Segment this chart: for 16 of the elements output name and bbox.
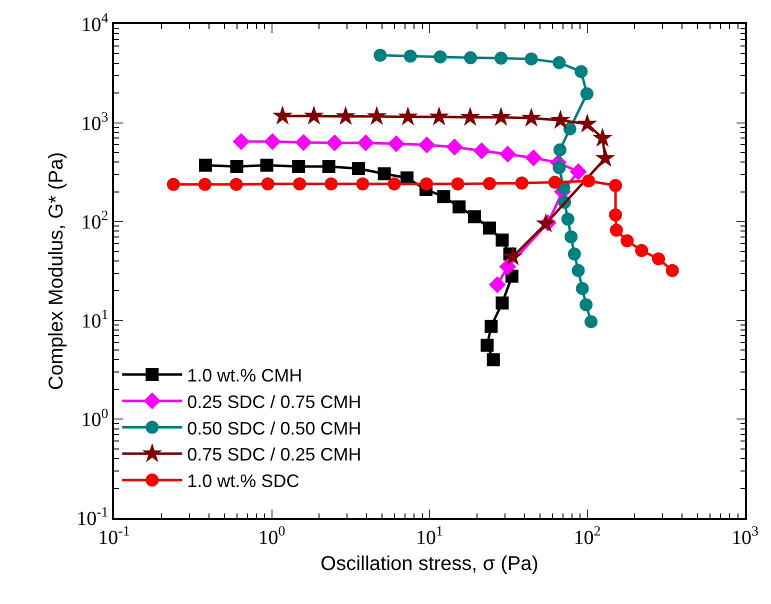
legend-label: 0.25 SDC / 0.75 CMH [187, 392, 362, 412]
legend-label: 0.50 SDC / 0.50 CMH [187, 418, 362, 438]
x-tick-label: 10$^{2}$ [574, 524, 601, 549]
legend-label: 0.75 SDC / 0.25 CMH [187, 444, 362, 465]
x-tick-label: 10$^{0}$ [258, 524, 286, 549]
y-tick-label: 10$^{3}$ [81, 110, 108, 135]
y-tick-label: 10$^{1}$ [81, 308, 108, 332]
y-axis-title: Complex Modulus, G* (Pa) [46, 152, 68, 390]
x-axis-title: Oscillation stress, σ (Pa) [320, 552, 538, 575]
legend-label: 1.0 wt.% SDC [187, 471, 300, 492]
y-tick-label: 10$^{0}$ [81, 406, 108, 432]
legend-label: 1.0 wt.% CMH [187, 365, 302, 386]
x-tick-label: 10$^{1}$ [416, 524, 443, 549]
y-tick-label: 10$^{2}$ [81, 209, 108, 234]
x-tick-label: 10$^{3}$ [732, 524, 758, 549]
y-tick-label: 10$^{4}$ [81, 12, 108, 36]
